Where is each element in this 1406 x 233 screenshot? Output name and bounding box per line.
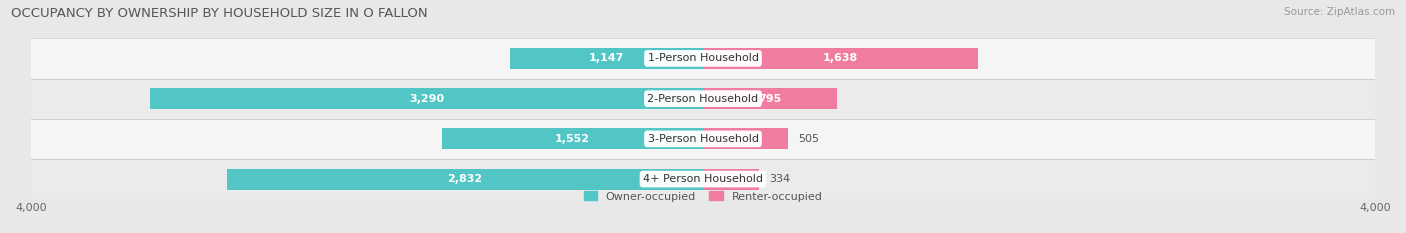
Bar (31, 79, 1375, 119)
Bar (150, 88, 703, 109)
Text: Source: ZipAtlas.com: Source: ZipAtlas.com (1284, 7, 1395, 17)
Bar (228, 169, 703, 189)
Bar (703, 169, 759, 189)
Text: 505: 505 (799, 134, 818, 144)
Text: 334: 334 (769, 174, 790, 184)
Text: 1,638: 1,638 (823, 53, 858, 63)
Legend: Owner-occupied, Renter-occupied: Owner-occupied, Renter-occupied (583, 191, 823, 202)
Bar (703, 128, 787, 149)
Text: 2-Person Household: 2-Person Household (647, 94, 759, 104)
Bar (31, 119, 1375, 159)
Text: OCCUPANCY BY OWNERSHIP BY HOUSEHOLD SIZE IN O FALLON: OCCUPANCY BY OWNERSHIP BY HOUSEHOLD SIZE… (11, 7, 427, 20)
Text: 3,290: 3,290 (409, 94, 444, 104)
Bar (31, 38, 1375, 79)
Bar (31, 159, 1375, 199)
Text: 1,552: 1,552 (555, 134, 591, 144)
Text: 3-Person Household: 3-Person Household (648, 134, 758, 144)
Text: 4+ Person Household: 4+ Person Household (643, 174, 763, 184)
Bar (703, 48, 979, 69)
Bar (703, 88, 837, 109)
Text: 1,147: 1,147 (589, 53, 624, 63)
Bar (510, 48, 703, 69)
Text: 1-Person Household: 1-Person Household (648, 53, 758, 63)
Text: 795: 795 (758, 94, 782, 104)
Text: 2,832: 2,832 (447, 174, 482, 184)
Bar (443, 128, 703, 149)
